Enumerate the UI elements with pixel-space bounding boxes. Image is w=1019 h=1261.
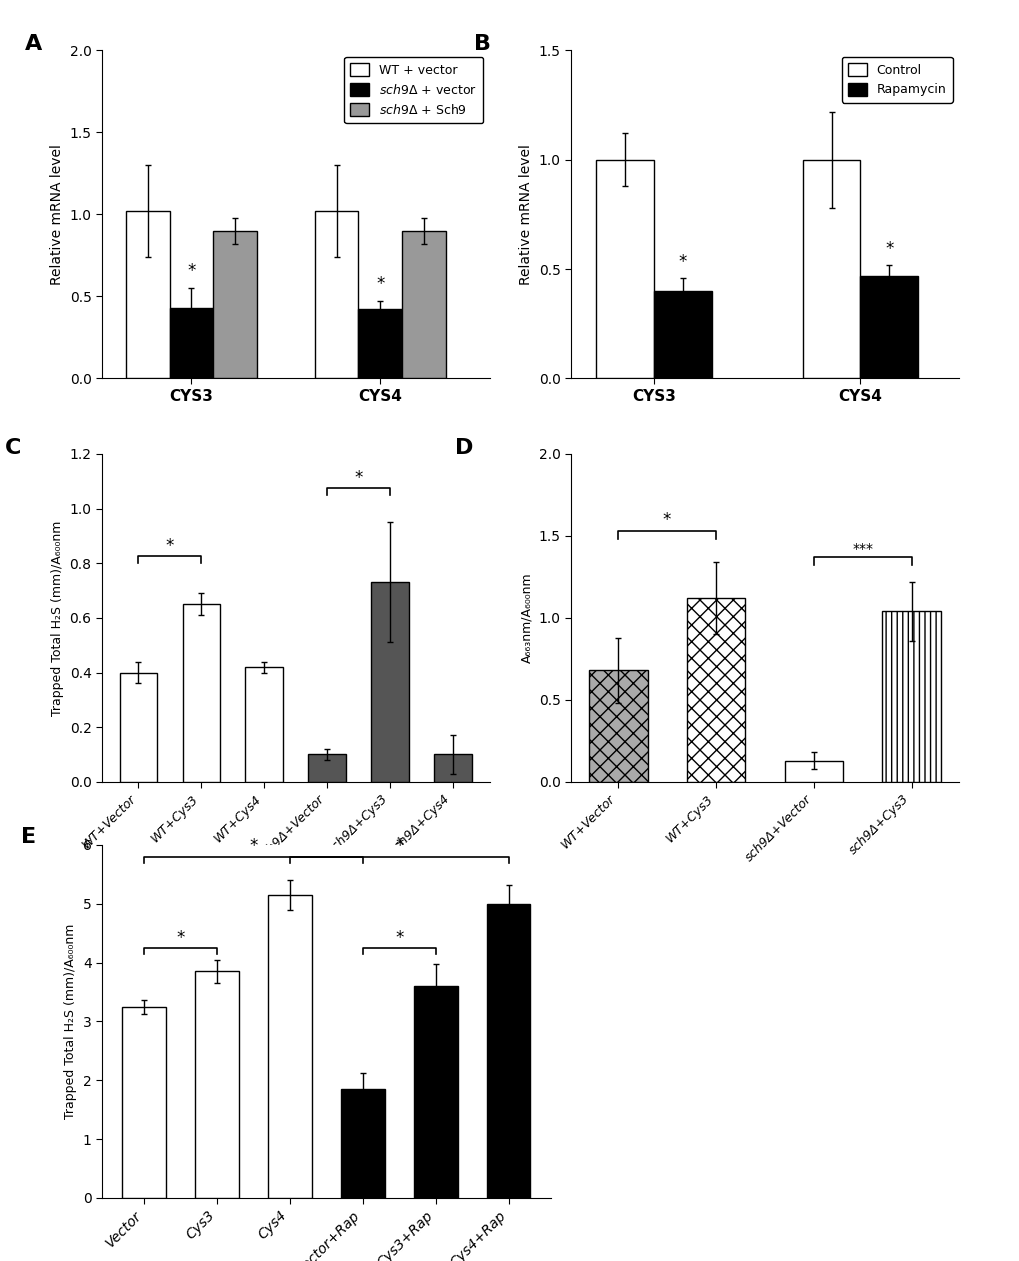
Bar — [802, 160, 860, 378]
Y-axis label: Relative mRNA level: Relative mRNA level — [50, 144, 64, 285]
Text: *: * — [355, 469, 363, 487]
Y-axis label: Trapped Total H₂S (mm)/A₆₀₀nm: Trapped Total H₂S (mm)/A₆₀₀nm — [64, 924, 77, 1119]
Y-axis label: A₆₆₃nm/A₆₀₀nm: A₆₆₃nm/A₆₀₀nm — [520, 572, 533, 663]
Bar — [588, 671, 647, 782]
Text: ***: *** — [852, 541, 872, 556]
Text: *: * — [187, 262, 196, 280]
Legend: Control, Rapamycin: Control, Rapamycin — [841, 57, 952, 102]
Bar — [169, 308, 213, 378]
Text: *: * — [884, 240, 893, 259]
Bar — [595, 160, 653, 378]
Bar — [122, 1006, 166, 1198]
Text: *: * — [166, 537, 174, 555]
Text: *: * — [662, 512, 671, 530]
Text: E: E — [21, 827, 37, 847]
Bar — [268, 895, 312, 1198]
Text: *: * — [176, 928, 184, 947]
Bar — [340, 1090, 384, 1198]
Text: C: C — [5, 438, 21, 458]
Bar — [686, 598, 745, 782]
Bar — [213, 231, 257, 378]
Text: B: B — [474, 34, 491, 54]
Bar — [195, 971, 238, 1198]
Y-axis label: Relative mRNA level: Relative mRNA level — [519, 144, 533, 285]
Bar — [486, 904, 530, 1198]
Bar — [401, 231, 445, 378]
Bar — [881, 612, 941, 782]
Bar — [653, 291, 711, 378]
Text: A: A — [24, 34, 42, 54]
Bar — [246, 667, 283, 782]
Bar — [125, 211, 169, 378]
Y-axis label: Trapped Total H₂S (mm)/A₆₀₀nm: Trapped Total H₂S (mm)/A₆₀₀nm — [51, 521, 64, 715]
Text: *: * — [249, 837, 258, 855]
Text: D: D — [454, 438, 473, 458]
Bar — [308, 754, 345, 782]
Bar — [358, 309, 401, 378]
Text: *: * — [394, 928, 404, 947]
Bar — [414, 986, 458, 1198]
Text: *: * — [376, 275, 384, 293]
Text: *: * — [394, 837, 404, 855]
Bar — [315, 211, 358, 378]
Bar — [860, 276, 917, 378]
Bar — [119, 672, 157, 782]
Text: *: * — [678, 253, 686, 271]
Bar — [182, 604, 220, 782]
Bar — [371, 583, 409, 782]
Bar — [784, 760, 843, 782]
Legend: WT + vector, $sch9\Delta$ + vector, $sch9\Delta$ + Sch9: WT + vector, $sch9\Delta$ + vector, $sch… — [343, 57, 483, 124]
Bar — [434, 754, 472, 782]
